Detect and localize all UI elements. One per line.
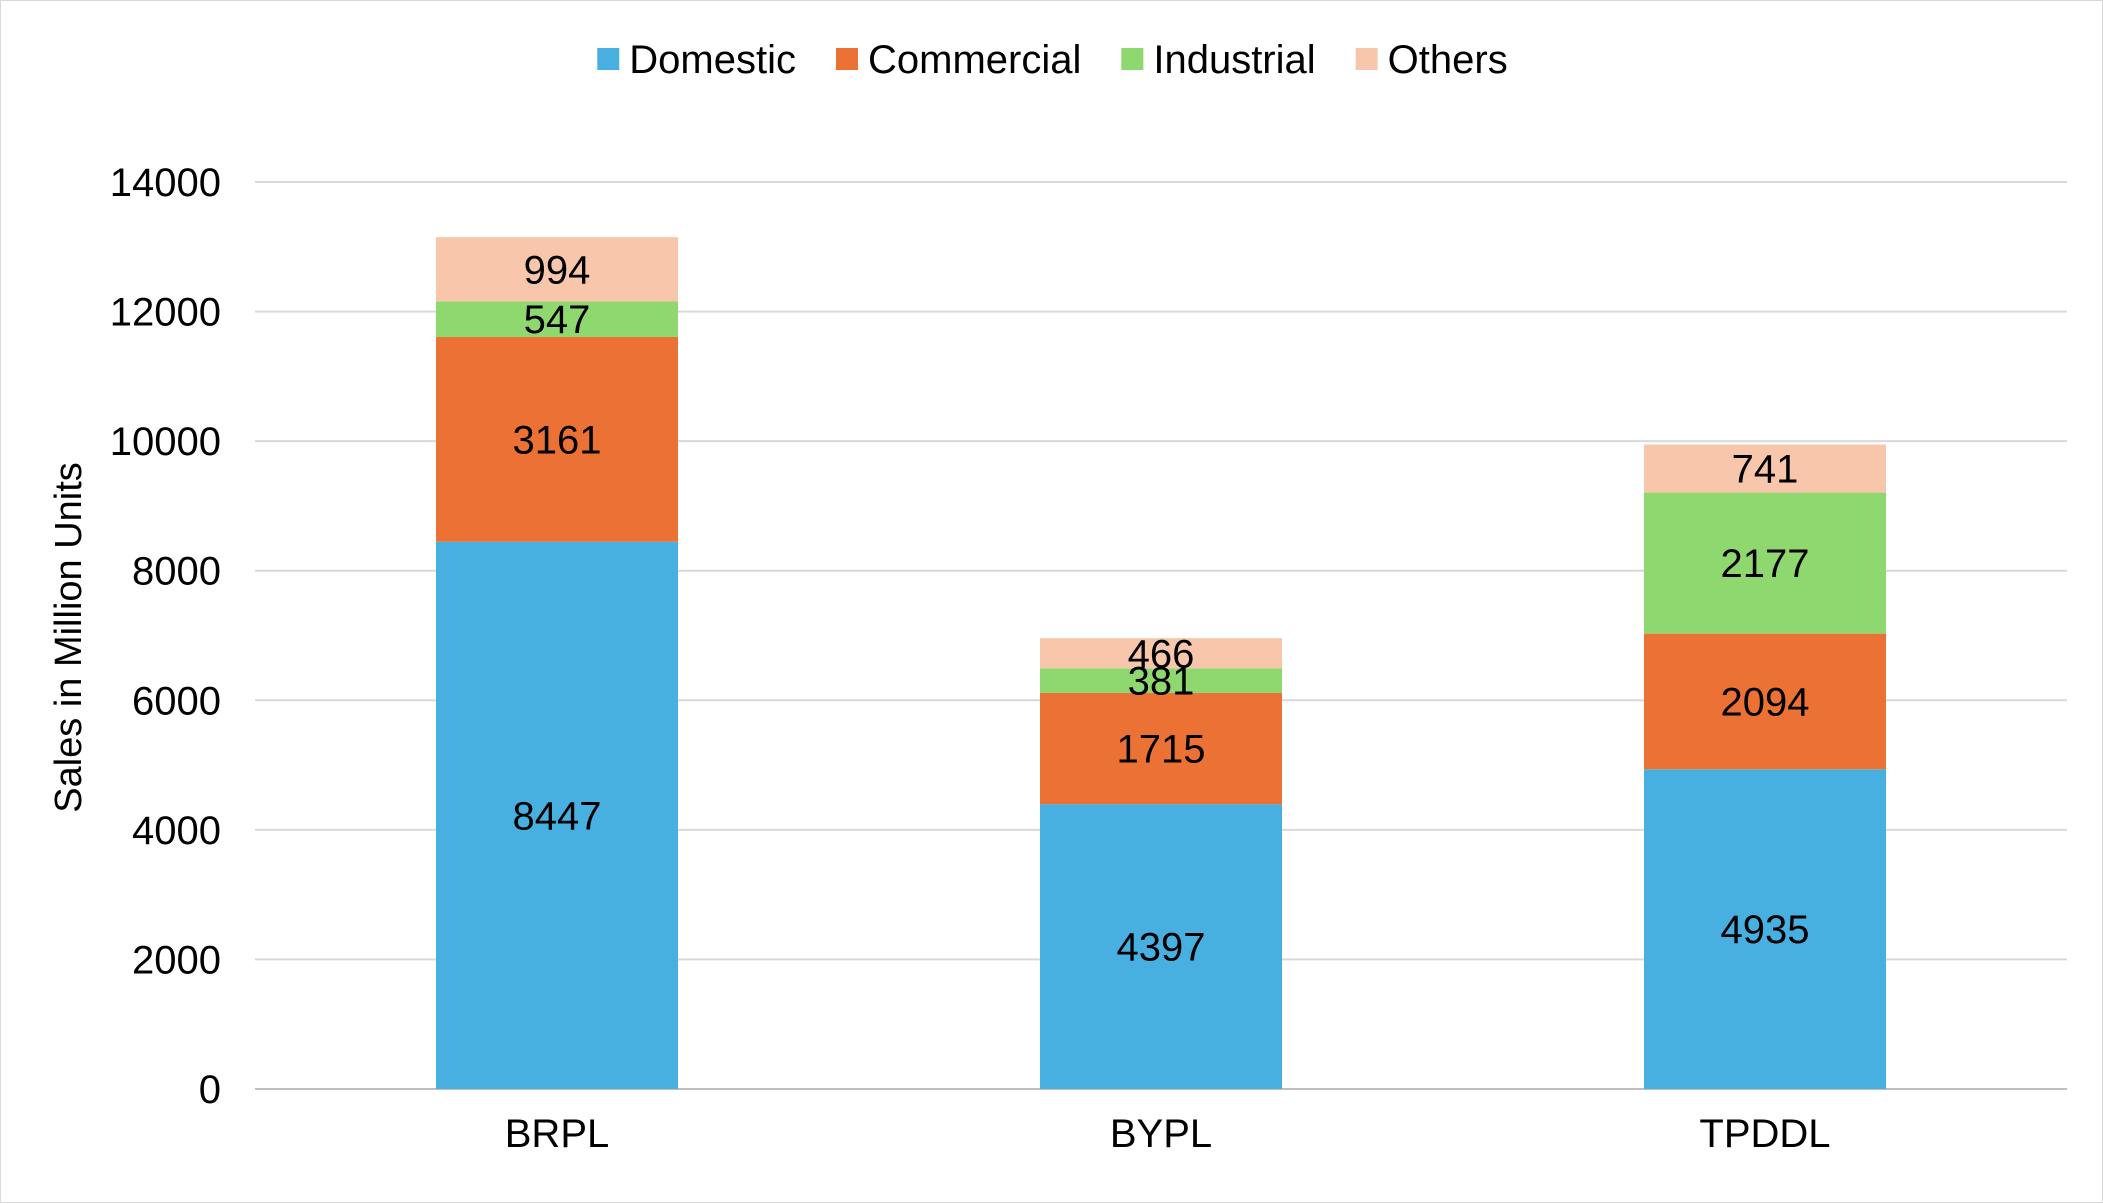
bar-tpddl-commercial — [1644, 633, 1886, 770]
data-label-bypl-domestic: 4397 — [1117, 926, 1206, 970]
y-tick-label-8000: 8000 — [132, 550, 221, 594]
data-label-brpl-others: 994 — [524, 248, 591, 292]
data-label-brpl-commercial: 3161 — [513, 418, 602, 462]
y-axis-title: Sales in Million Units — [48, 462, 90, 813]
data-label-brpl-industrial: 547 — [524, 298, 591, 342]
x-tick-label-tpddl: TPDDL — [1699, 1112, 1830, 1156]
data-label-tpddl-industrial: 2177 — [1721, 542, 1810, 586]
legend-swatch-commercial — [835, 48, 858, 70]
y-tick-label-6000: 6000 — [132, 679, 221, 723]
bar-tpddl-others — [1644, 444, 1886, 493]
y-tick-label-14000: 14000 — [110, 161, 221, 205]
x-tick-label-brpl: BRPL — [505, 1112, 610, 1156]
data-label-brpl-domestic: 8447 — [513, 794, 602, 838]
legend: Domestic Commercial Industrial Others — [597, 38, 1508, 82]
legend-label-industrial: Industrial — [1153, 38, 1315, 82]
bar-bypl-industrial — [1040, 668, 1282, 694]
y-tick-label-12000: 12000 — [110, 291, 221, 335]
x-axis-category-labels: BRPL BYPL TPDDL — [505, 1112, 1831, 1156]
y-tick-label-10000: 10000 — [110, 420, 221, 464]
legend-label-commercial: Commercial — [868, 38, 1081, 82]
bar-brpl-industrial — [436, 301, 678, 337]
bar-bypl-domestic — [1040, 804, 1282, 1089]
data-label-bypl-others: 466 — [1128, 632, 1195, 676]
bar-bypl-others — [1040, 638, 1282, 669]
data-label-bypl-industrial: 381 — [1128, 660, 1195, 704]
bar-bypl-commercial — [1040, 693, 1282, 805]
data-label-tpddl-domestic: 4935 — [1721, 908, 1810, 952]
y-tick-label-4000: 4000 — [132, 809, 221, 853]
legend-swatch-industrial — [1121, 48, 1144, 70]
legend-swatch-others — [1355, 48, 1378, 70]
x-tick-label-bypl: BYPL — [1110, 1112, 1212, 1156]
bar-brpl-others — [436, 237, 678, 302]
legend-label-others: Others — [1388, 38, 1508, 82]
y-tick-label-2000: 2000 — [132, 938, 221, 982]
bar-tpddl-domestic — [1644, 769, 1886, 1089]
legend-label-domestic: Domestic — [629, 38, 796, 82]
data-label-tpddl-commercial: 2094 — [1721, 680, 1810, 724]
bar-brpl-commercial — [436, 336, 678, 542]
bar-segments — [436, 237, 1886, 1089]
bar-brpl-domestic — [436, 541, 678, 1089]
y-axis-tick-labels: 0 2000 4000 6000 8000 10000 12000 14000 — [110, 161, 221, 1112]
y-tick-label-0: 0 — [199, 1068, 221, 1112]
legend-swatch-domestic — [597, 48, 620, 70]
data-label-tpddl-others: 741 — [1732, 448, 1799, 492]
data-label-bypl-commercial: 1715 — [1117, 728, 1206, 772]
bar-tpddl-industrial — [1644, 492, 1886, 634]
